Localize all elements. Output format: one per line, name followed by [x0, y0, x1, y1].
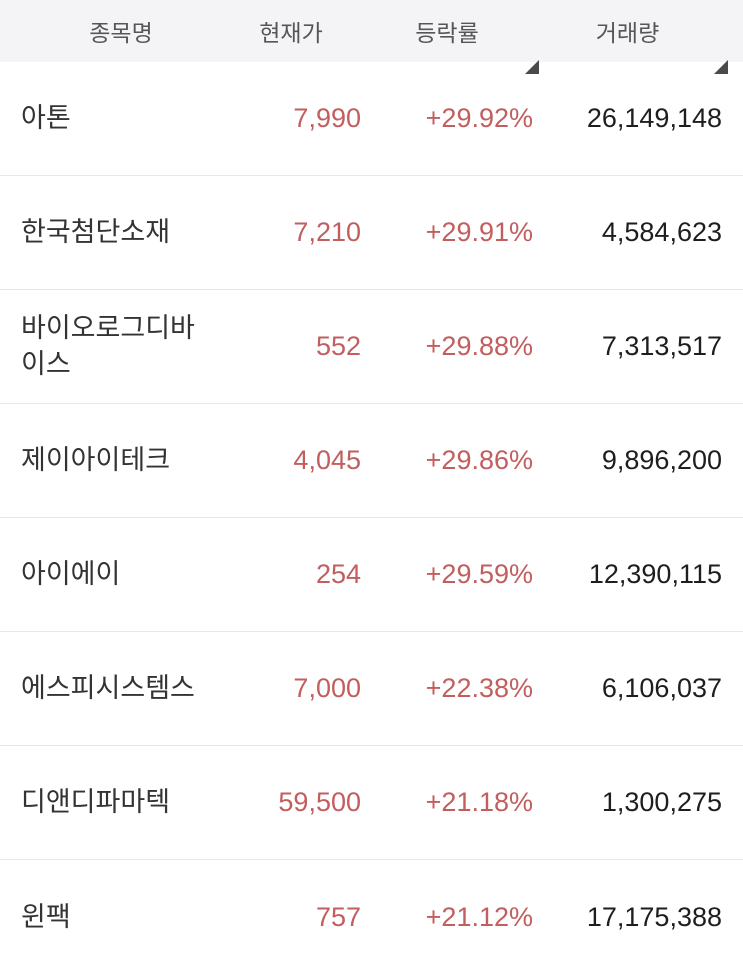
table-row[interactable]: 바이오로그디바이스 552 +29.88% 7,313,517: [0, 290, 743, 404]
column-header-volume[interactable]: 거래량: [533, 0, 728, 74]
stock-name: 바이오로그디바이스: [21, 313, 195, 379]
stock-name: 아이에이: [21, 558, 121, 589]
stock-name: 에스피시스템스: [21, 672, 195, 703]
stock-name: 디앤디파마텍: [21, 786, 171, 817]
sort-triangle-icon: [525, 60, 539, 74]
column-header-price-label: 현재가: [259, 20, 323, 46]
column-header-change[interactable]: 등락률: [361, 0, 539, 74]
table-row[interactable]: 아톤 7,990 +29.92% 26,149,148: [0, 62, 743, 176]
stock-volume: 9,896,200: [601, 444, 722, 475]
stock-volume: 17,175,388: [586, 902, 722, 933]
table-header: 종목명 현재가 등락률 거래량: [0, 0, 743, 74]
column-header-name[interactable]: 종목명: [21, 0, 221, 62]
stock-name: 아톤: [21, 102, 71, 133]
stock-volume: 7,313,517: [601, 330, 722, 361]
stock-volume: 1,300,275: [601, 786, 722, 817]
column-header-price[interactable]: 현재가: [221, 0, 361, 62]
column-header-volume-label: 거래량: [595, 20, 660, 46]
stock-price: 59,500: [278, 786, 361, 817]
sort-triangle-icon: [714, 60, 728, 74]
table-row[interactable]: 아이에이 254 +29.59% 12,390,115: [0, 518, 743, 632]
stock-change: +29.59%: [425, 558, 533, 589]
table-row[interactable]: 윈팩 757 +21.12% 17,175,388: [0, 860, 743, 976]
stock-volume: 12,390,115: [588, 558, 722, 589]
stock-volume: 26,149,148: [586, 102, 722, 133]
column-header-name-label: 종목명: [89, 20, 153, 46]
column-header-change-label: 등락률: [415, 20, 479, 46]
stock-price: 7,210: [293, 216, 361, 247]
stock-price: 757: [315, 902, 361, 933]
stock-name: 윈팩: [21, 902, 71, 933]
stock-price: 552: [315, 330, 361, 361]
stock-price: 7,000: [293, 672, 361, 703]
stock-table-body: 아톤 7,990 +29.92% 26,149,148 한국첨단소재 7,210…: [0, 62, 743, 976]
stock-change: +22.38%: [425, 672, 533, 703]
stock-price: 4,045: [293, 444, 361, 475]
stock-volume: 6,106,037: [601, 672, 722, 703]
table-row[interactable]: 디앤디파마텍 59,500 +21.18% 1,300,275: [0, 746, 743, 860]
stock-name: 제이아이테크: [21, 444, 171, 475]
stock-change: +29.92%: [425, 102, 533, 133]
table-row[interactable]: 에스피시스템스 7,000 +22.38% 6,106,037: [0, 632, 743, 746]
stock-change: +29.86%: [425, 444, 533, 475]
stock-change: +21.12%: [425, 902, 533, 933]
stock-volume: 4,584,623: [601, 216, 722, 247]
stock-change: +29.91%: [425, 216, 533, 247]
stock-price: 7,990: [293, 102, 361, 133]
stock-price: 254: [315, 558, 361, 589]
stock-change: +21.18%: [425, 786, 533, 817]
table-row[interactable]: 한국첨단소재 7,210 +29.91% 4,584,623: [0, 176, 743, 290]
table-row[interactable]: 제이아이테크 4,045 +29.86% 9,896,200: [0, 404, 743, 518]
stock-change: +29.88%: [425, 330, 533, 361]
stock-name: 한국첨단소재: [21, 216, 171, 247]
